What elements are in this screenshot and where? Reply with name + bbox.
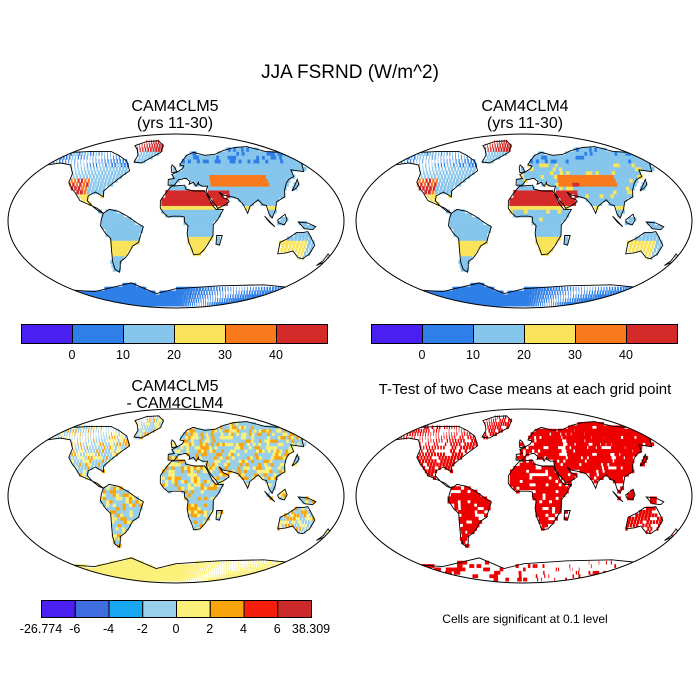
- colorbar-swatch: [74, 600, 110, 618]
- panel-title-tl-line1: CAM4CLM5: [131, 98, 219, 115]
- significance-note: Cells are significant at 0.1 level: [442, 612, 608, 626]
- colorbar-swatch: [225, 324, 277, 344]
- colorbar-difference: [41, 600, 312, 618]
- colorbar-swatch: [21, 324, 73, 344]
- colorbar-tick-label: -26.774: [19, 622, 63, 636]
- colorbar-top-left-labels: 0 10 20 30 40: [21, 348, 329, 364]
- panel-title-bl-line2: - CAM4CLM4: [126, 395, 224, 412]
- colorbar-tick-label: 6: [273, 622, 281, 636]
- colorbar-top-right: [371, 324, 678, 344]
- map-panel-difference: [7, 408, 345, 584]
- colorbar-tick-label: 40: [269, 348, 283, 362]
- colorbar-swatch: [123, 324, 175, 344]
- colorbar-tick-label: 10: [116, 348, 130, 362]
- colorbar-swatch: [176, 600, 211, 618]
- panel-title-tl-line2: (yrs 11-30): [136, 115, 214, 132]
- colorbar-swatch: [473, 324, 525, 344]
- panel-title-tr-line2: (yrs 11-30): [486, 115, 564, 132]
- map-panel-ttest: [355, 408, 693, 584]
- colorbar-tick-label: 40: [619, 348, 633, 362]
- colorbar-tick-label: 20: [167, 348, 181, 362]
- colorbar-top-left: [21, 324, 328, 344]
- colorbar-tick-label: 20: [517, 348, 531, 362]
- colorbar-tick-label: 0: [418, 348, 426, 362]
- colorbar-swatch: [276, 324, 328, 344]
- colorbar-tick-label: -2: [136, 622, 148, 636]
- colorbar-tick-label: 30: [218, 348, 232, 362]
- colorbar-tick-label: 10: [466, 348, 480, 362]
- colorbar-tick-label: 38.309: [291, 622, 331, 636]
- colorbar-tick-label: 2: [206, 622, 214, 636]
- colorbar-swatch: [422, 324, 474, 344]
- colorbar-difference-labels: -26.774 -6 -4 -2 0 2 4 6 38.309: [20, 622, 330, 638]
- panel-title-tl: CAM4CLM5 (yrs 11-30): [75, 98, 275, 132]
- map-panel-cam4clm5: [7, 133, 345, 309]
- panel-title-br: T-Test of two Case means at each grid po…: [378, 381, 672, 398]
- colorbar-swatch: [142, 600, 177, 618]
- colorbar-swatch: [209, 600, 245, 618]
- panel-title-bl-line1: CAM4CLM5: [131, 378, 219, 395]
- panel-title-bl: CAM4CLM5 - CAM4CLM4: [75, 378, 275, 412]
- colorbar-tick-label: 4: [240, 622, 247, 636]
- colorbar-swatch: [174, 324, 226, 344]
- colorbar-swatch: [371, 324, 423, 344]
- colorbar-swatch: [243, 600, 279, 618]
- colorbar-tick-label: -6: [69, 622, 81, 636]
- colorbar-top-right-labels: 0 10 20 30 40: [371, 348, 679, 364]
- main-title: JJA FSRND (W/m^2): [261, 62, 439, 83]
- colorbar-tick-label: 0: [68, 348, 76, 362]
- colorbar-swatch: [72, 324, 124, 344]
- colorbar-swatch: [277, 600, 312, 618]
- colorbar-swatch: [524, 324, 576, 344]
- panel-title-tr-line1: CAM4CLM4: [481, 98, 569, 115]
- colorbar-swatch: [626, 324, 678, 344]
- colorbar-swatch: [41, 600, 76, 618]
- map-panel-cam4clm4: [355, 133, 693, 309]
- colorbar-swatch: [575, 324, 627, 344]
- panel-title-tr: CAM4CLM4 (yrs 11-30): [425, 98, 625, 132]
- colorbar-swatch: [108, 600, 144, 618]
- colorbar-tick-label: -4: [102, 622, 115, 636]
- colorbar-tick-label: 0: [172, 622, 180, 636]
- colorbar-tick-label: 30: [568, 348, 582, 362]
